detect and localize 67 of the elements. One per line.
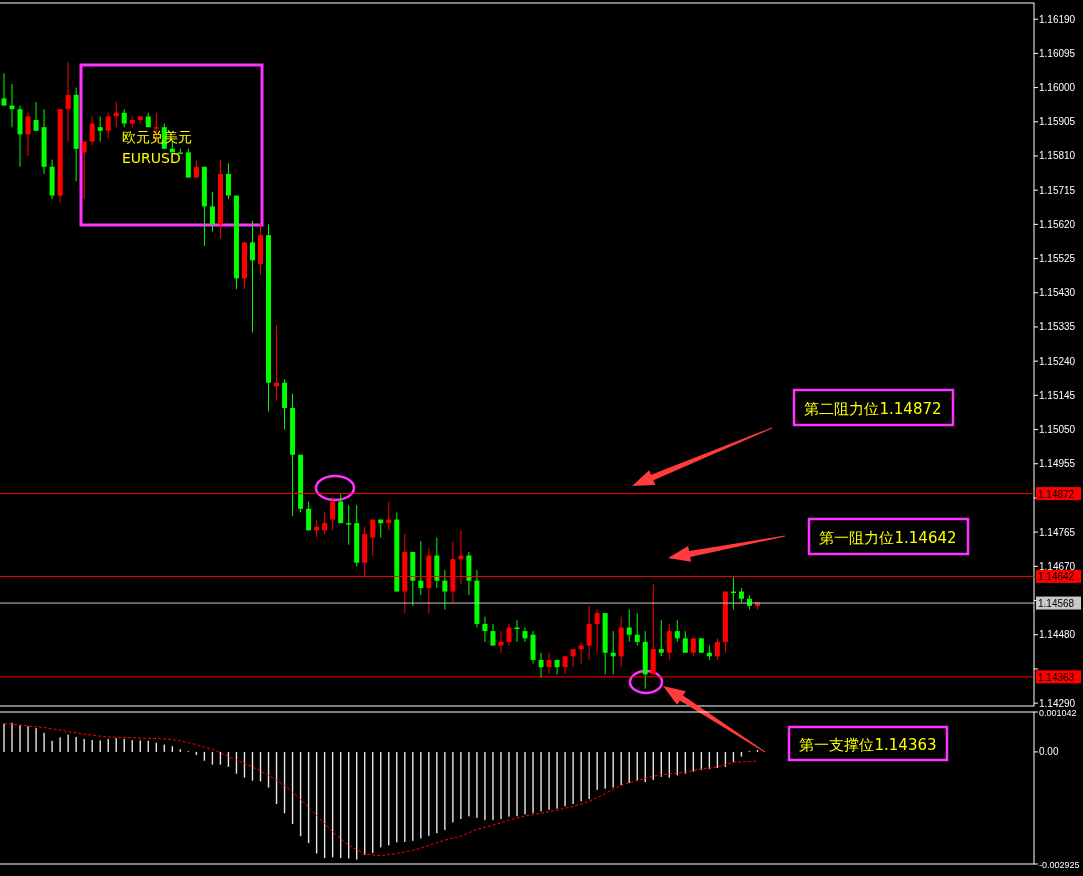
candlestick: [626, 609, 632, 643]
candlestick: [1, 72, 7, 107]
y-tick-label: 1.16095: [1039, 47, 1076, 59]
y-tick-label: 1.16190: [1039, 13, 1076, 25]
candlestick: [538, 652, 544, 679]
y-tick-label: -0.002925: [1039, 859, 1080, 870]
candlestick: [225, 162, 231, 200]
candlestick: [682, 630, 688, 654]
candlestick: [634, 612, 640, 647]
candlestick: [570, 648, 576, 668]
y-tick-label: 0.001042: [1039, 707, 1077, 718]
candlestick: [249, 220, 255, 333]
y-tick-label: 1.15145: [1039, 389, 1076, 401]
y-tick-label: 1.15335: [1039, 321, 1076, 333]
candlestick: [33, 101, 39, 132]
candlestick: [97, 115, 103, 143]
candlestick: [89, 115, 95, 146]
candlestick: [498, 630, 504, 654]
candlestick: [586, 605, 592, 661]
y-tick-label: 1.14765: [1039, 526, 1076, 538]
y-tick-label: 1.15240: [1039, 355, 1076, 367]
y-tick-label: 1.15430: [1039, 287, 1076, 299]
candlestick: [714, 637, 720, 661]
annotation: 第一阻力位1.14642: [819, 529, 957, 547]
y-tick-label: 1.14955: [1039, 458, 1076, 470]
candlestick: [674, 619, 680, 643]
y-tick-label: 1.15905: [1039, 116, 1076, 128]
candlestick: [370, 519, 376, 557]
candlestick: [506, 623, 512, 647]
annotation: 第一支撑位1.14363: [799, 736, 937, 754]
ref-line-label: 1.14872: [1038, 488, 1075, 500]
y-tick-label: 1.14480: [1039, 629, 1076, 641]
ref-line-label: 1.14568: [1038, 598, 1075, 610]
candlestick: [482, 616, 488, 643]
candlestick: [666, 623, 672, 661]
y-tick-label: 1.14290: [1039, 697, 1076, 709]
candlestick: [338, 493, 344, 524]
candlestick: [442, 569, 448, 611]
y-tick-label: 1.15050: [1039, 424, 1076, 436]
y-tick-label: 1.15620: [1039, 218, 1076, 230]
candlestick: [546, 652, 552, 675]
candlestick: [322, 511, 328, 535]
ref-line-label: 1.14363: [1038, 671, 1075, 683]
y-tick-label: 1.15525: [1039, 253, 1076, 265]
y-tick-label: 1.15810: [1039, 150, 1076, 162]
candlestick: [418, 540, 424, 596]
annotation: EURUSD: [122, 150, 181, 166]
candlestick: [346, 504, 352, 546]
candlestick: [330, 497, 336, 531]
y-tick-label: 0.00: [1039, 746, 1059, 758]
candlestick: [25, 112, 31, 157]
y-tick-label: 1.14670: [1039, 560, 1076, 572]
candlestick: [306, 501, 312, 531]
line-series: [3, 723, 758, 857]
candlestick: [658, 619, 664, 657]
annotation: 第二阻力位1.14872: [804, 400, 942, 418]
candlestick: [554, 659, 560, 675]
candlestick: [81, 141, 87, 200]
candlestick: [594, 609, 600, 654]
candlestick: [490, 623, 496, 647]
candlestick: [522, 627, 528, 643]
candlestick: [65, 61, 71, 143]
y-tick-label: 1.15715: [1039, 184, 1076, 196]
y-tick-label: 1.16000: [1039, 82, 1076, 94]
ref-line-label: 1.14642: [1038, 571, 1075, 583]
candlestick: [105, 112, 111, 139]
candlestick: [209, 191, 215, 233]
